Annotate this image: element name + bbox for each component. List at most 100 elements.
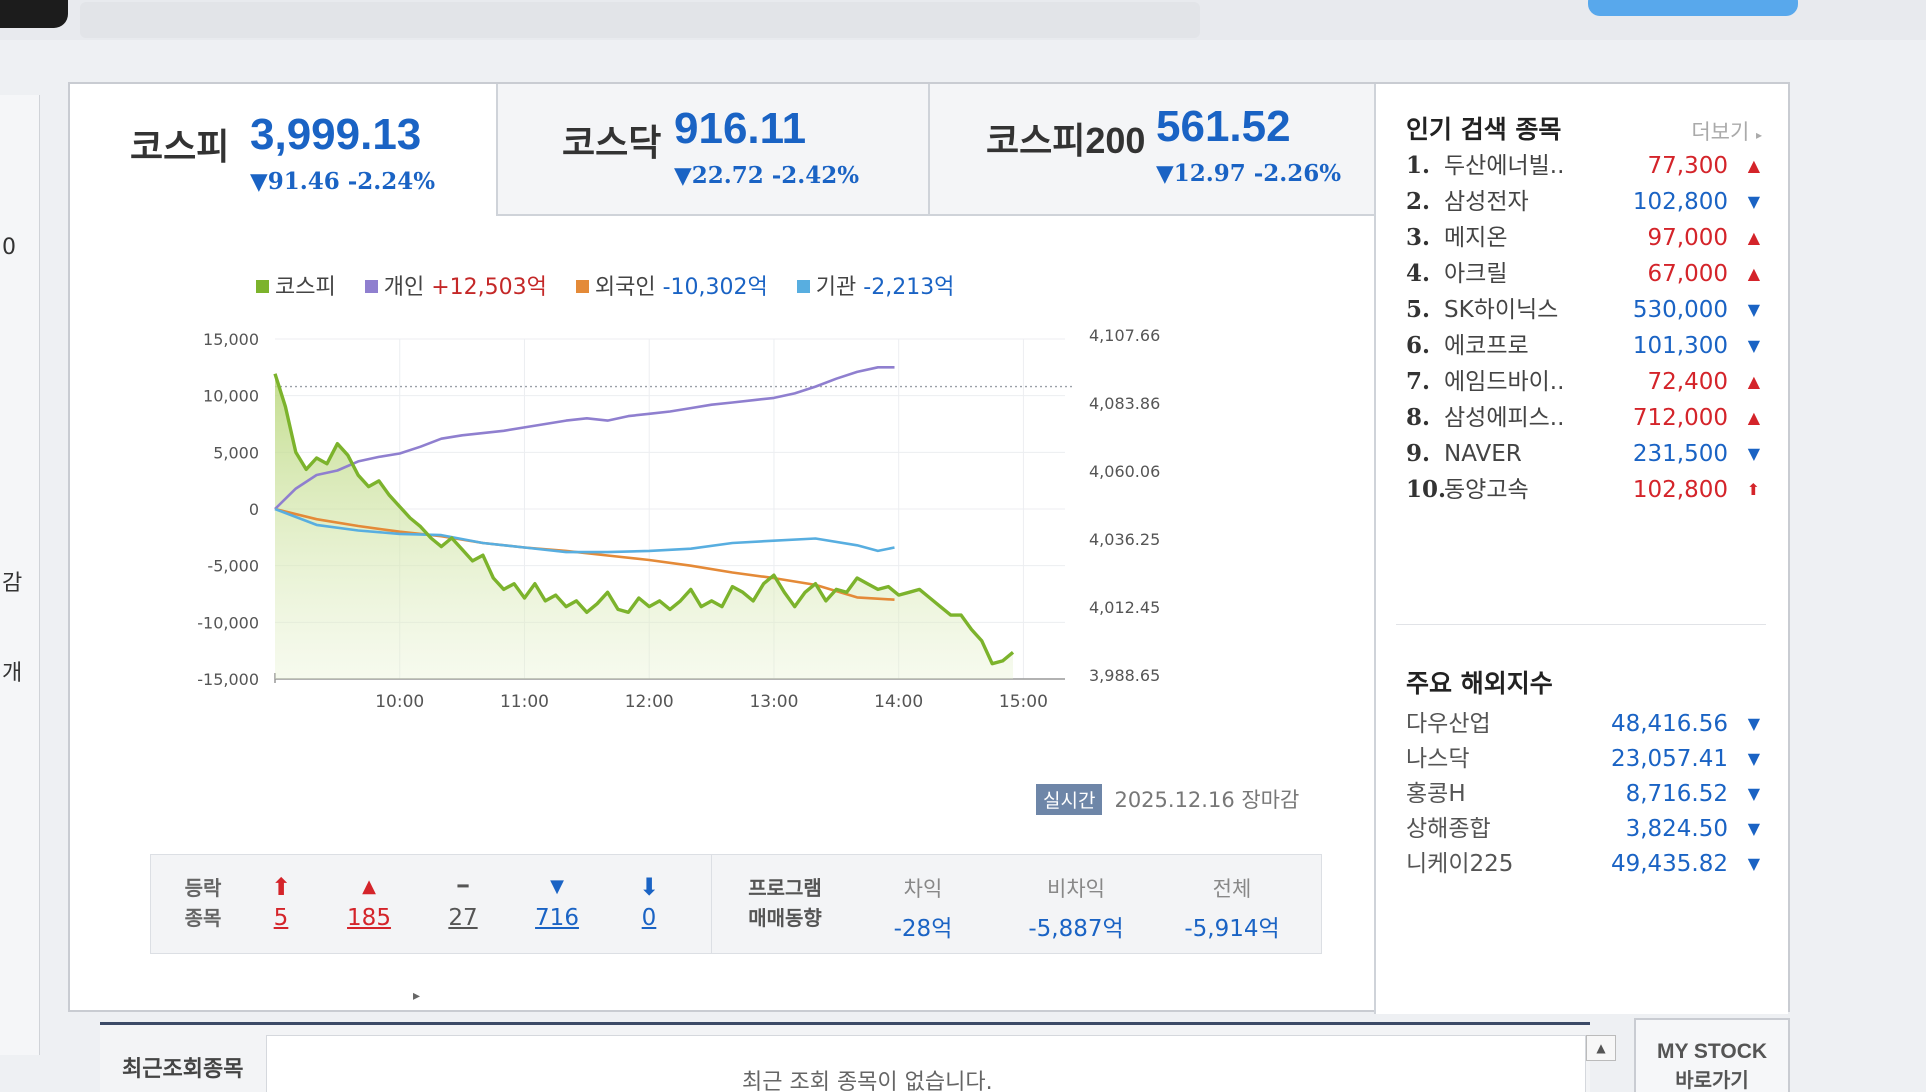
overseas-index-item[interactable]: 니케이225 49,435.82 ▼ <box>1406 844 1766 884</box>
stock-name[interactable]: 아크릴 <box>1444 261 1508 287</box>
popular-item[interactable]: 3. 메지온 97,000 ▲ <box>1406 218 1766 258</box>
down-arrow-icon: ▼ <box>1747 444 1760 463</box>
rank-number: 3. <box>1406 224 1431 251</box>
stock-price: 102,800 <box>1632 477 1728 503</box>
stock-price: 97,000 <box>1647 225 1728 251</box>
stock-name[interactable]: 두산에너빌.. <box>1444 153 1565 179</box>
breadth-count[interactable]: 185 <box>347 905 391 931</box>
top-dark-tab[interactable] <box>0 0 68 28</box>
popular-item[interactable]: 9. NAVER 231,500 ▼ <box>1406 434 1766 474</box>
overseas-index-value: 8,716.52 <box>1625 781 1728 807</box>
breadth-count[interactable]: 716 <box>535 905 579 931</box>
popular-item[interactable]: 4. 아크릴 67,000 ▲ <box>1406 254 1766 294</box>
overseas-index-name[interactable]: 니케이225 <box>1406 851 1514 877</box>
stock-name[interactable]: 삼성전자 <box>1444 189 1529 215</box>
breadth-label-line: 종목 <box>184 906 222 930</box>
more-link[interactable]: 더보기 ▸ <box>1691 116 1762 146</box>
overseas-index-item[interactable]: 나스닥 23,057.41 ▼ <box>1406 739 1766 779</box>
breadth-lower-limit[interactable]: ⬇ 0 <box>609 873 689 931</box>
popular-title: 인기 검색 종목 <box>1406 115 1562 144</box>
stock-price: 77,300 <box>1647 153 1728 179</box>
stock-name[interactable]: NAVER <box>1444 441 1522 467</box>
rank-number: 9. <box>1406 440 1431 467</box>
popular-item[interactable]: 10. 동양고속 102,800 ⬆ <box>1406 470 1766 510</box>
institution-series-line <box>274 507 895 554</box>
rising-triangle-icon: ▲ <box>362 876 376 897</box>
breadth-rising[interactable]: ▲ 185 <box>329 873 409 931</box>
overseas-index-name[interactable]: 다우산업 <box>1406 711 1491 737</box>
tab-kospi200[interactable]: 코스피200 561.52 ▼12.97 -2.26% <box>930 84 1374 216</box>
overseas-index-name[interactable]: 상해종합 <box>1406 816 1491 842</box>
legend-swatch <box>364 280 378 293</box>
legend-value: -10,302억 <box>662 275 768 300</box>
chart-legend: 코스피 개인 +12,503억 외국인 -10,302억 기관 -2,213억 <box>256 269 976 305</box>
scroll-up-button[interactable]: ▲ <box>1586 1035 1616 1061</box>
legend-value: -2,213억 <box>863 275 955 300</box>
overseas-index-name[interactable]: 홍콩H <box>1406 781 1466 807</box>
program-head: 비차익 <box>1047 877 1105 901</box>
legend-kospi: 코스피 <box>256 269 336 301</box>
left-edge-fragment: 개 <box>2 661 23 686</box>
breadth-falling[interactable]: ▼ 716 <box>517 873 597 931</box>
up-arrow-icon: ▲ <box>1747 408 1760 427</box>
stock-name[interactable]: 에임드바이.. <box>1444 369 1565 395</box>
overseas-index-item[interactable]: 홍콩H 8,716.52 ▼ <box>1406 774 1766 814</box>
x-tick-label: 15:00 <box>999 692 1048 712</box>
program-arbitrage: 차익 -28억 <box>873 873 973 943</box>
overseas-index-item[interactable]: 다우산업 48,416.56 ▼ <box>1406 704 1766 744</box>
tab-kosdaq[interactable]: 코스닥 916.11 ▼22.72 -2.42% <box>498 84 930 216</box>
top-search-strip[interactable] <box>80 2 1200 38</box>
legend-label: 개인 <box>383 275 425 300</box>
breadth-label-line: 등락 <box>184 876 222 900</box>
stock-name[interactable]: 메지온 <box>1444 225 1508 251</box>
program-value: -28억 <box>893 916 953 942</box>
x-tick-label: 10:00 <box>375 692 424 712</box>
recent-list-box: 최근 조회 종목이 없습니다. <box>266 1035 1586 1092</box>
stock-price: 102,800 <box>1632 189 1728 215</box>
index-tabs: 코스피 3,999.13 ▼91.46 -2.24% 코스닥 916.11 ▼2… <box>70 84 1374 216</box>
index-name: 코스닥 <box>562 122 662 163</box>
up-arrow-icon: ⬆ <box>1746 480 1760 499</box>
realtime-badge: 실시간 <box>1036 784 1103 815</box>
rank-number: 6. <box>1406 332 1431 359</box>
popular-item[interactable]: 8. 삼성에피스.. 712,000 ▲ <box>1406 398 1766 438</box>
right-sidebar: 인기 검색 종목 더보기 ▸ 1. 두산에너빌.. 77,300 ▲ 2. 삼성전자 102… <box>1374 84 1788 1014</box>
unchanged-dash-icon: ━ <box>457 876 469 897</box>
y-left-tick-label: -10,000 <box>197 613 259 632</box>
popular-item[interactable]: 1. 두산에너빌.. 77,300 ▲ <box>1406 146 1766 186</box>
intraday-chart[interactable]: 15,000 10,000 5,000 0 -5,000 -10,000 -15,000 4,… <box>150 259 1400 859</box>
breadth-count[interactable]: 5 <box>273 905 289 931</box>
index-value: 561.52 <box>1156 102 1291 151</box>
market-panel: 코스피 3,999.13 ▼91.46 -2.24% 코스닥 916.11 ▼2… <box>68 82 1790 1014</box>
overseas-index-name[interactable]: 나스닥 <box>1406 746 1470 772</box>
tab-kospi[interactable]: 코스피 3,999.13 ▼91.46 -2.24% <box>70 84 498 216</box>
popular-item[interactable]: 7. 에임드바이.. 72,400 ▲ <box>1406 362 1766 402</box>
legend-value: +12,503억 <box>431 275 547 300</box>
my-stock-button[interactable]: MY STOCK 바로가기 <box>1634 1018 1790 1092</box>
breadth-unchanged[interactable]: ━ 27 <box>423 873 503 931</box>
x-tick-label: 11:00 <box>500 692 549 712</box>
program-value: -5,914억 <box>1184 916 1280 942</box>
left-sidebar-edge: 0 감 개 <box>0 95 40 1055</box>
stock-price: 530,000 <box>1632 297 1728 323</box>
y-left-tick-label: -5,000 <box>207 557 259 576</box>
stock-name[interactable]: 동양고속 <box>1444 477 1529 503</box>
index-name: 코스피200 <box>986 120 1146 161</box>
breadth-upper-limit[interactable]: ⬆ 5 <box>241 873 321 931</box>
overseas-index-item[interactable]: 상해종합 3,824.50 ▼ <box>1406 809 1766 849</box>
breadth-count[interactable]: 27 <box>448 905 478 931</box>
down-arrow-icon: ▼ <box>1747 336 1760 355</box>
stock-name[interactable]: 삼성에피스.. <box>1444 405 1565 431</box>
stock-name[interactable]: SK하이닉스 <box>1444 297 1559 323</box>
index-change: ▼91.46 -2.24% <box>250 168 436 195</box>
popular-item[interactable]: 5. SK하이닉스 530,000 ▼ <box>1406 290 1766 330</box>
popular-item[interactable]: 6. 에코프로 101,300 ▼ <box>1406 326 1766 366</box>
overseas-index-value: 23,057.41 <box>1610 746 1728 772</box>
popular-item[interactable]: 2. 삼성전자 102,800 ▼ <box>1406 182 1766 222</box>
stock-name[interactable]: 에코프로 <box>1444 333 1529 359</box>
breadth-count[interactable]: 0 <box>641 905 657 931</box>
down-arrow-icon: ▼ <box>1747 192 1760 211</box>
top-blue-button[interactable] <box>1588 0 1798 16</box>
down-arrow-icon: ▼ <box>1747 749 1760 768</box>
y-right-tick-label: 4,036.25 <box>1089 530 1160 549</box>
